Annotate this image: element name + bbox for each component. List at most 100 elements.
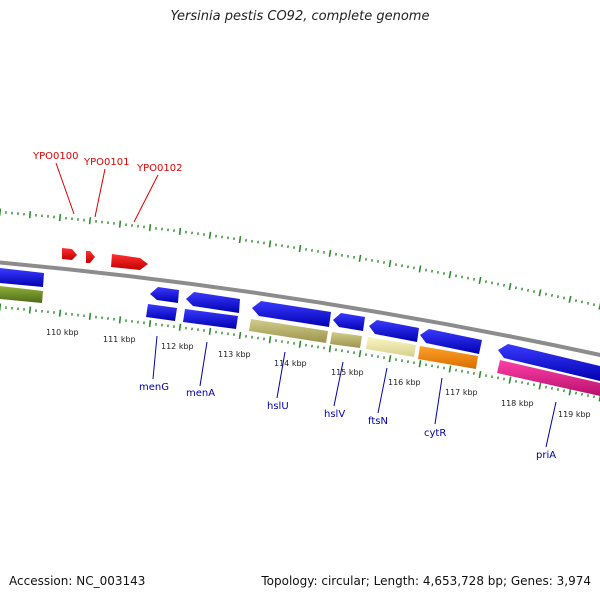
feature-cytR[interactable] bbox=[418, 346, 478, 369]
forward-gene-labels: YPO0100 YPO0101 YPO0102 bbox=[32, 151, 182, 223]
inner-major-tick bbox=[118, 316, 122, 324]
gene-arrow-upper-6[interactable] bbox=[420, 329, 482, 354]
inner-minor-tick bbox=[587, 394, 589, 397]
inner-minor-tick bbox=[581, 392, 583, 396]
outer-minor-tick bbox=[527, 288, 529, 292]
scale-label-119: 119 kbp bbox=[558, 410, 591, 419]
outer-major-tick bbox=[148, 224, 152, 232]
leader-line-YPO0101 bbox=[94, 168, 106, 218]
cds-left-edge[interactable] bbox=[0, 268, 44, 287]
outer-minor-tick bbox=[581, 300, 583, 304]
cds-menG[interactable] bbox=[146, 304, 177, 321]
outer-major-tick bbox=[478, 276, 482, 285]
leader-line-hslV bbox=[333, 361, 344, 407]
gene-label-YPO0102[interactable]: YPO0102 bbox=[136, 163, 182, 174]
gene-label-ftsN[interactable]: ftsN bbox=[368, 416, 388, 427]
outer-minor-tick bbox=[587, 301, 589, 305]
gene-label-cytR[interactable]: cytR bbox=[424, 428, 446, 439]
outer-major-tick bbox=[388, 259, 392, 268]
inner-major-tick bbox=[358, 350, 362, 358]
leader-line-ftsN bbox=[377, 367, 388, 414]
gene-arrow-upper-2[interactable] bbox=[186, 292, 240, 313]
outer-major-tick bbox=[28, 211, 32, 219]
gene-arrow-upper-3[interactable] bbox=[252, 301, 331, 327]
gene-arrow-upper-1[interactable] bbox=[150, 287, 179, 303]
outer-major-tick bbox=[178, 227, 182, 235]
scale-label-110: 110 kbp bbox=[46, 328, 79, 337]
leader-line-YPO0102 bbox=[133, 174, 159, 223]
outer-major-tick bbox=[118, 220, 122, 228]
leader-line-hslU bbox=[276, 351, 286, 399]
inner-major-tick bbox=[58, 309, 62, 317]
gene-label-hslU[interactable]: hslU bbox=[267, 401, 289, 412]
gene-arrow-YPO0101[interactable] bbox=[86, 251, 95, 263]
olive-feature-left-edge[interactable] bbox=[0, 286, 43, 303]
scale-label-118: 118 kbp bbox=[501, 399, 534, 408]
feature-hslU[interactable] bbox=[249, 319, 328, 343]
outer-major-tick bbox=[88, 217, 92, 225]
leader-line-priA bbox=[545, 401, 557, 448]
inner-major-tick bbox=[28, 306, 32, 314]
inner-minor-tick bbox=[557, 388, 559, 391]
outer-major-tick bbox=[448, 271, 452, 279]
leader-line-menA bbox=[199, 341, 208, 387]
outer-minor-tick bbox=[551, 293, 553, 297]
scale-labels: 110 kbp 111 kbp 112 kbp 113 kbp 114 kbp … bbox=[46, 328, 591, 419]
scale-label-115: 115 kbp bbox=[331, 368, 364, 377]
outer-major-tick bbox=[358, 254, 362, 262]
inner-major-tick bbox=[388, 355, 392, 363]
gene-arrow-upper-5[interactable] bbox=[369, 320, 419, 342]
outer-minor-tick bbox=[503, 283, 505, 287]
inner-minor-tick bbox=[545, 385, 547, 389]
gene-label-YPO0101[interactable]: YPO0101 bbox=[83, 157, 129, 168]
scale-label-113: 113 kbp bbox=[218, 350, 251, 359]
gene-arrow-upper-4[interactable] bbox=[333, 313, 365, 331]
inner-major-tick bbox=[478, 370, 482, 379]
leader-line-YPO0100 bbox=[55, 162, 75, 215]
gene-label-priA[interactable]: priA bbox=[536, 450, 556, 461]
inner-major-tick bbox=[448, 365, 452, 373]
scale-label-112: 112 kbp bbox=[161, 342, 194, 351]
inner-major-tick bbox=[88, 312, 92, 320]
outer-major-tick bbox=[238, 235, 242, 244]
outer-minor-tick bbox=[473, 277, 475, 281]
gene-arrow-YPO0100[interactable] bbox=[62, 248, 77, 260]
scale-label-116: 116 kbp bbox=[388, 378, 421, 387]
inner-major-tick bbox=[298, 340, 302, 348]
genome-summary-label: Topology: circular; Length: 4,653,728 bp… bbox=[261, 574, 591, 588]
inner-major-tick bbox=[538, 382, 542, 390]
gene-arrow-YPO0102[interactable] bbox=[111, 254, 148, 270]
feature-hslV[interactable] bbox=[330, 332, 362, 348]
inner-major-tick bbox=[208, 327, 212, 335]
gene-label-hslV[interactable]: hslV bbox=[324, 409, 345, 420]
accession-label: Accession: NC_003143 bbox=[9, 574, 146, 588]
feature-priA[interactable] bbox=[497, 360, 600, 396]
gene-label-YPO0100[interactable]: YPO0100 bbox=[32, 151, 78, 162]
outer-minor-tick bbox=[521, 287, 523, 291]
inner-minor-tick bbox=[575, 391, 577, 395]
feature-track bbox=[0, 248, 600, 396]
outer-major-tick bbox=[268, 240, 272, 248]
gene-label-menA[interactable]: menA bbox=[186, 388, 215, 399]
outer-major-tick bbox=[508, 282, 512, 291]
inner-major-tick bbox=[328, 345, 332, 353]
outer-major-tick bbox=[568, 295, 572, 303]
feature-ftsN[interactable] bbox=[366, 337, 416, 357]
outer-minor-tick bbox=[491, 281, 493, 285]
genome-backbone-line bbox=[0, 260, 600, 357]
gene-arrow-upper-7[interactable] bbox=[498, 344, 600, 381]
inner-major-tick bbox=[238, 331, 242, 340]
scale-label-117: 117 kbp bbox=[445, 388, 478, 397]
inner-major-tick bbox=[418, 360, 422, 368]
gene-label-menG[interactable]: menG bbox=[139, 382, 169, 393]
inner-major-tick bbox=[178, 323, 182, 331]
outer-major-tick bbox=[298, 244, 302, 253]
scale-label-111: 111 kbp bbox=[103, 335, 136, 344]
leader-line-menG bbox=[152, 335, 158, 380]
outer-minor-tick bbox=[545, 292, 547, 296]
outer-minor-tick bbox=[497, 282, 499, 286]
cds-menA[interactable] bbox=[183, 309, 238, 329]
outer-major-tick bbox=[58, 214, 62, 222]
